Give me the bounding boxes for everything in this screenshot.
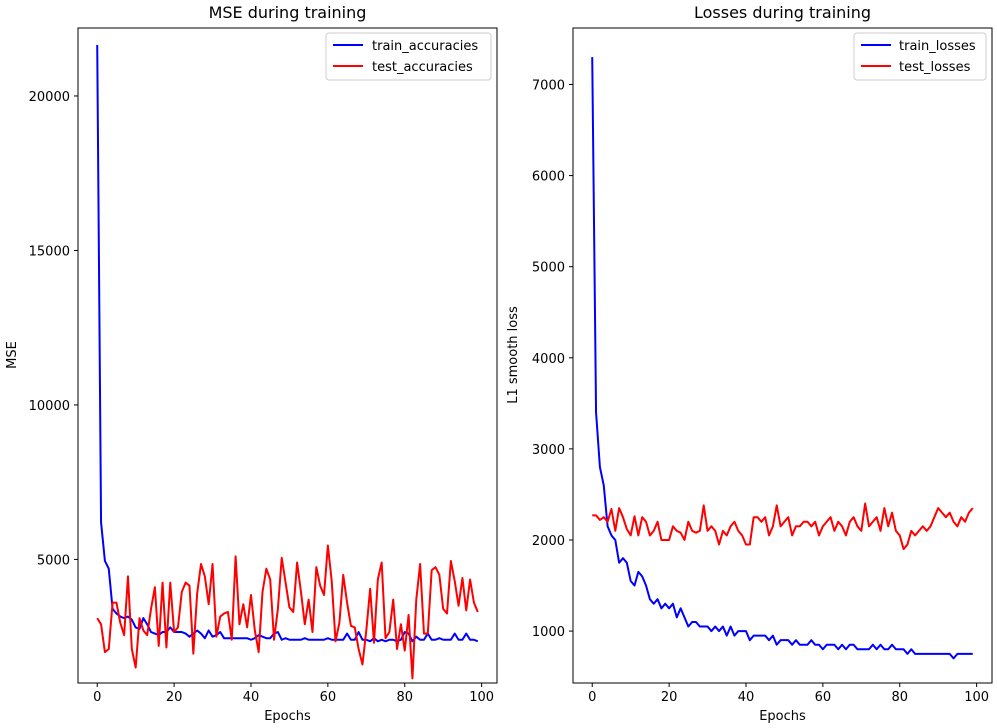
y-tick-label: 7000: [532, 78, 565, 93]
plot-frame: [77, 27, 498, 684]
x-axis-label: Epochs: [264, 709, 311, 724]
legend-label: test_losses: [899, 60, 971, 75]
series-line-train-losses: [591, 57, 973, 660]
x-tick-label: 60: [815, 690, 832, 705]
x-tick-label: 0: [93, 690, 101, 705]
legend-label: train_losses: [899, 39, 976, 54]
x-tick-label: 100: [469, 690, 494, 705]
legend-label: train_accuracies: [372, 39, 478, 54]
x-tick-label: 80: [396, 690, 413, 705]
y-tick-label: 4000: [532, 352, 565, 367]
y-axis-label: MSE: [5, 341, 20, 369]
chart-title: Losses during training: [694, 3, 871, 22]
y-tick-label: 5000: [37, 553, 70, 568]
chart-mse: MSE during training Epochs MSE 0 20 40 60 80…: [5, 3, 498, 724]
x-tick-label: 20: [661, 690, 678, 705]
chart-title: MSE during training: [209, 3, 367, 22]
legend-box: [325, 32, 492, 81]
series-line-test-accuracies: [96, 544, 479, 680]
y-tick-label: 20000: [29, 90, 70, 105]
y-tick-label: 6000: [532, 170, 565, 185]
legend: train_accuracies test_accuracies: [325, 32, 492, 81]
x-tick-label: 100: [964, 690, 989, 705]
x-tick-label: 40: [243, 690, 260, 705]
legend: train_losses test_losses: [853, 32, 987, 81]
y-tick-label: 1000: [532, 625, 565, 640]
chart-losses: Losses during training Epochs L1 smooth …: [506, 3, 993, 724]
y-tick-label: 10000: [29, 399, 70, 414]
y-tick-label: 5000: [532, 261, 565, 276]
x-tick-label: 80: [891, 690, 908, 705]
series-line-test-losses: [592, 502, 974, 551]
x-tick-label: 0: [588, 690, 596, 705]
x-axis-label: Epochs: [759, 709, 806, 724]
y-axis-label: L1 smooth loss: [506, 306, 521, 404]
y-tick-label: 3000: [532, 443, 565, 458]
x-tick-label: 60: [320, 690, 337, 705]
x-tick-label: 40: [738, 690, 755, 705]
plot-frame: [572, 27, 993, 684]
y-tick-label: 15000: [29, 244, 70, 259]
x-tick-label: 20: [166, 690, 183, 705]
y-tick-label: 2000: [532, 534, 565, 549]
legend-label: test_accuracies: [372, 60, 473, 75]
